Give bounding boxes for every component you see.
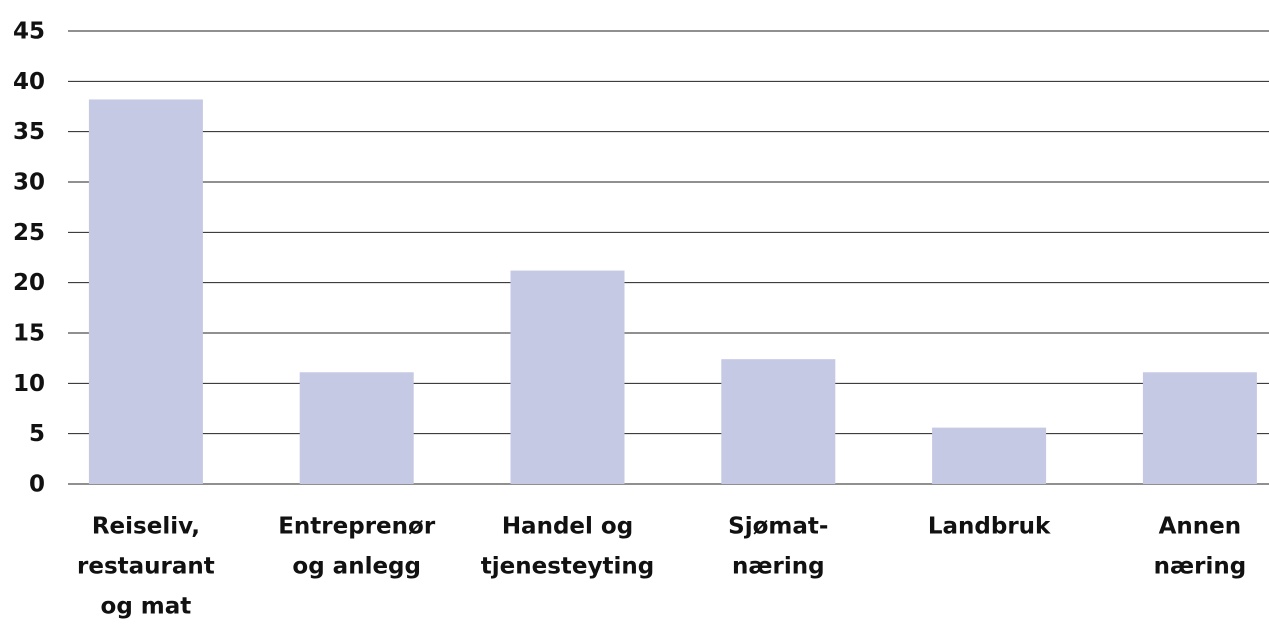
x-tick-label: og mat bbox=[101, 594, 192, 620]
y-tick-label: 35 bbox=[13, 119, 45, 145]
x-tick-label: tjenesteyting bbox=[481, 554, 654, 580]
y-tick-label: 30 bbox=[13, 170, 45, 196]
y-tick-label: 20 bbox=[13, 270, 45, 296]
x-tick-label: Handel og bbox=[502, 514, 633, 540]
x-tick-label: Sjømat- bbox=[728, 514, 828, 540]
bar bbox=[721, 359, 836, 484]
y-tick-label: 0 bbox=[29, 472, 45, 498]
y-tick-label: 45 bbox=[13, 19, 45, 45]
y-tick-label: 15 bbox=[13, 321, 45, 347]
x-tick-label: restaurant bbox=[77, 554, 215, 580]
y-tick-label: 25 bbox=[13, 220, 45, 246]
bar bbox=[932, 427, 1047, 484]
y-tick-label: 40 bbox=[13, 69, 45, 95]
y-tick-label: 10 bbox=[13, 371, 45, 397]
x-tick-label: næring bbox=[732, 554, 825, 580]
x-tick-label: Landbruk bbox=[928, 514, 1051, 540]
bar bbox=[299, 372, 414, 484]
x-tick-label: Reiseliv, bbox=[92, 514, 200, 540]
bar bbox=[88, 99, 203, 484]
x-tick-label: og anlegg bbox=[292, 554, 421, 580]
y-tick-label: 5 bbox=[29, 421, 45, 447]
x-tick-label: næring bbox=[1154, 554, 1247, 580]
bar bbox=[510, 270, 625, 484]
x-tick-label: Annen bbox=[1159, 514, 1242, 540]
x-tick-label: Entreprenør bbox=[278, 514, 436, 540]
bar bbox=[1142, 372, 1257, 484]
